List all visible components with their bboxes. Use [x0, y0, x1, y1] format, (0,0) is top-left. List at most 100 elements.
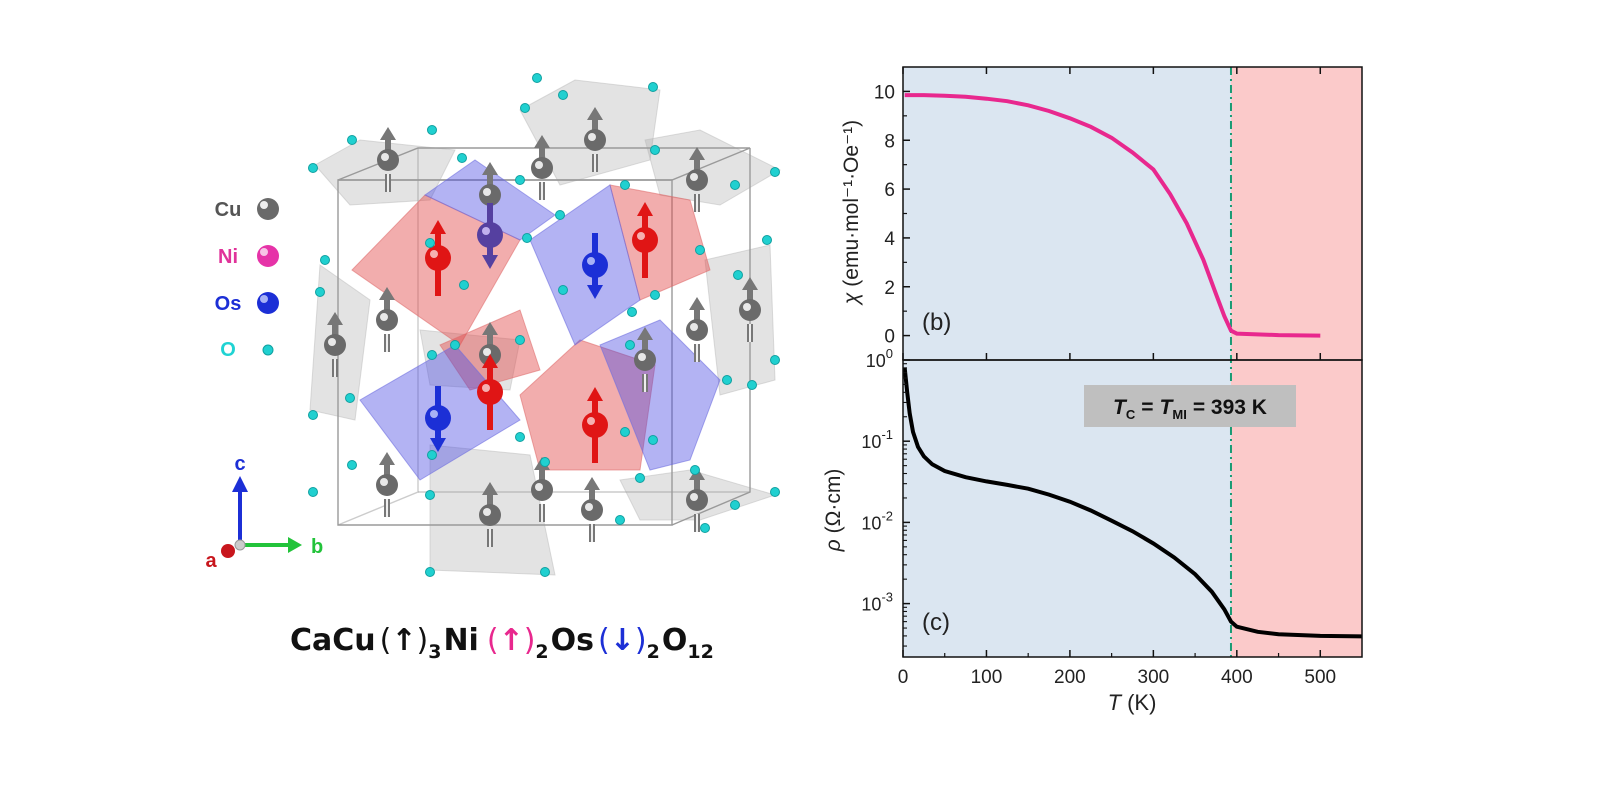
o-atom [730, 500, 740, 510]
o-atom [615, 515, 625, 525]
rho-series-line [902, 367, 1363, 639]
o-atoms [308, 73, 780, 577]
legend-label-cu: Cu [215, 199, 242, 221]
o-atom [540, 567, 550, 577]
y-tick-label: 2 [884, 278, 895, 299]
o-atom [308, 163, 318, 173]
metallic-region [1230, 67, 1362, 657]
spin-up-atom [477, 354, 503, 430]
o-atom [320, 255, 330, 265]
panel-c-label: (c) [922, 609, 950, 636]
cu-atom [584, 107, 606, 172]
o-atom [515, 432, 525, 442]
o-atom [459, 280, 469, 290]
o-atom [532, 73, 542, 83]
o-atom [722, 375, 732, 385]
cu-atom [634, 327, 656, 392]
o-atom [700, 523, 710, 533]
y-tick-label: 6 [884, 180, 895, 201]
cu-atom [686, 147, 708, 212]
o-atom [345, 393, 355, 403]
tc-annotation-text: TC = TMI = 393 K [1113, 396, 1267, 422]
legend-item-cu: Cu [215, 198, 279, 221]
cu-atom [324, 312, 346, 377]
o-atom [347, 135, 357, 145]
legend-label-os: Os [215, 293, 242, 315]
panel-c-frame [902, 359, 1363, 658]
o-atom [635, 473, 645, 483]
atom-legend: Cu Ni Os O [215, 198, 279, 361]
cu-atom [531, 135, 553, 200]
legend-item-o: O [220, 339, 274, 361]
o-atom [425, 238, 435, 248]
cu-atom [376, 287, 398, 352]
temperature-axis-label: T (K) [1108, 690, 1157, 715]
y-tick-label: 100 [866, 346, 893, 371]
o-atom [620, 427, 630, 437]
cu-atom [686, 297, 708, 362]
formula-text: CaCu (↑)3Ni (↑)2Os (↓)2O12 [290, 623, 714, 663]
y-tick-label: 8 [884, 131, 895, 152]
chi-series-line [904, 93, 1321, 338]
o-atom [695, 245, 705, 255]
o-ball-icon [262, 344, 274, 356]
legend-label-o: O [220, 339, 236, 361]
o-atom [555, 210, 565, 220]
o-atom [450, 340, 460, 350]
o-atom [427, 450, 437, 460]
o-atom [690, 465, 700, 475]
o-atom [730, 180, 740, 190]
tc-annotation: TC = TMI = 393 K [1084, 385, 1296, 427]
spin-down-atom [425, 386, 451, 452]
o-atom [308, 487, 318, 497]
cu-atom [377, 127, 399, 192]
spin-down-atom [477, 203, 503, 269]
o-atom [770, 487, 780, 497]
o-atom [625, 340, 635, 350]
o-atom [425, 567, 435, 577]
x-tick-label: 0 [898, 667, 909, 688]
spin-up-atom [582, 387, 608, 463]
axis-c-label: c [234, 453, 245, 475]
spin-up-atom [632, 202, 658, 278]
o-atom [427, 125, 437, 135]
panel-b-ticks: 0 2 4 6 8 10 [874, 67, 1322, 360]
o-atom [747, 380, 757, 390]
o-atom [540, 457, 550, 467]
atoms-layer [324, 107, 761, 547]
y-tick-label: 4 [884, 229, 895, 250]
o-atom [522, 233, 532, 243]
y-tick-label: 10-3 [861, 590, 893, 615]
rho-axis-label: ρ(Ω·cm) [822, 469, 845, 553]
cu-atom [581, 477, 603, 542]
o-atom [648, 435, 658, 445]
legend-label-ni: Ni [218, 246, 238, 268]
o-atom [733, 270, 743, 280]
x-tick-label: 300 [1138, 667, 1170, 688]
cu-atom [376, 452, 398, 517]
insulating-region [903, 67, 1231, 657]
o-atom [425, 490, 435, 500]
ni-ball-icon [257, 245, 279, 267]
y-tick-label: 10-1 [861, 427, 893, 452]
crystal-structure [308, 73, 782, 577]
o-atom [620, 180, 630, 190]
x-tick-label: 500 [1304, 667, 1336, 688]
o-atom [558, 90, 568, 100]
panel-b-label: (b) [922, 309, 951, 336]
chemical-formula: CaCu (↑)3Ni (↑)2Os (↓)2O12 [290, 623, 714, 663]
o-atom [427, 350, 437, 360]
os-ball-icon [257, 292, 279, 314]
legend-item-os: Os [215, 292, 279, 315]
o-atom [315, 287, 325, 297]
y-tick-label: 10 [874, 82, 895, 103]
o-atom [650, 145, 660, 155]
axes-indicator: c b a [205, 453, 323, 572]
y-tick-label: 10-2 [861, 508, 893, 533]
o-atom [457, 153, 467, 163]
o-atom [650, 290, 660, 300]
y-tick-label: 0 [884, 327, 895, 348]
o-atom [308, 410, 318, 420]
legend-item-ni: Ni [218, 245, 279, 268]
